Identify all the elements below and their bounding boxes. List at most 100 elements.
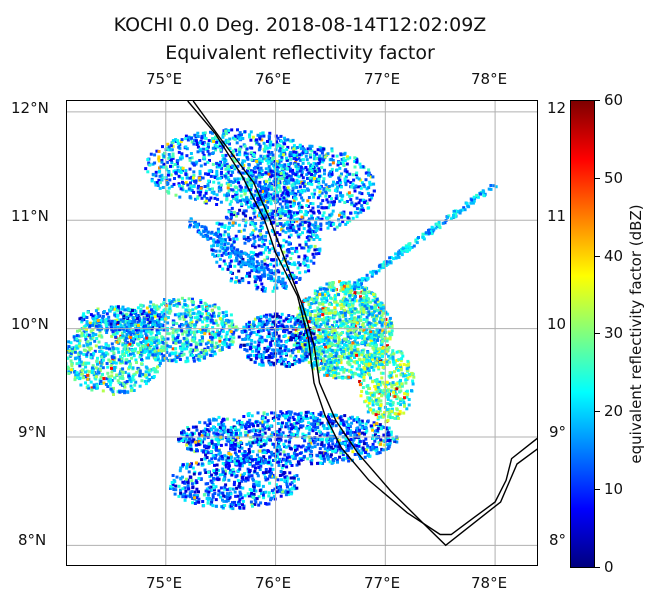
reflectivity-cell: [204, 309, 208, 313]
reflectivity-cell: [287, 181, 291, 185]
reflectivity-cell: [117, 358, 121, 362]
reflectivity-cell: [74, 356, 78, 360]
reflectivity-cell: [344, 168, 348, 172]
reflectivity-cell: [199, 299, 203, 302]
reflectivity-cell: [94, 366, 98, 370]
reflectivity-cell: [210, 457, 214, 461]
reflectivity-cell: [353, 189, 357, 193]
reflectivity-cell: [183, 338, 187, 342]
reflectivity-cell: [188, 314, 192, 318]
reflectivity-cell: [221, 473, 225, 476]
reflectivity-cell: [270, 187, 274, 191]
reflectivity-cell: [277, 244, 281, 247]
reflectivity-cell: [231, 194, 235, 198]
reflectivity-cell: [309, 153, 313, 157]
reflectivity-cell: [230, 319, 234, 323]
reflectivity-cell: [277, 489, 281, 493]
reflectivity-cell: [223, 157, 227, 161]
reflectivity-cell: [264, 182, 267, 186]
reflectivity-cell: [349, 430, 353, 434]
reflectivity-cell: [288, 223, 292, 227]
reflectivity-cell: [270, 258, 274, 262]
reflectivity-cell: [184, 181, 188, 185]
reflectivity-cell: [198, 172, 202, 176]
reflectivity-cell: [145, 329, 149, 333]
reflectivity-cell: [355, 427, 359, 431]
reflectivity-cell: [366, 191, 370, 195]
reflectivity-cell: [194, 162, 198, 166]
reflectivity-cell: [85, 369, 89, 373]
reflectivity-cell: [183, 481, 187, 485]
reflectivity-cell: [310, 445, 314, 449]
reflectivity-cell: [328, 174, 332, 178]
reflectivity-cell: [247, 494, 251, 498]
reflectivity-cell: [322, 177, 326, 181]
reflectivity-cell: [222, 422, 226, 426]
reflectivity-cell: [256, 133, 260, 137]
reflectivity-cell: [237, 181, 241, 185]
reflectivity-cell: [303, 439, 307, 443]
reflectivity-cell: [389, 433, 393, 437]
reflectivity-cell: [277, 177, 281, 181]
reflectivity-cell: [287, 229, 291, 233]
reflectivity-cell: [270, 496, 274, 500]
reflectivity-cell: [291, 225, 295, 229]
reflectivity-cell: [209, 169, 213, 173]
reflectivity-cell: [307, 224, 311, 228]
reflectivity-cell: [137, 314, 141, 317]
reflectivity-cell: [266, 263, 270, 267]
reflectivity-cell: [167, 332, 171, 336]
reflectivity-cell: [269, 169, 273, 173]
reflectivity-cell: [367, 171, 371, 175]
reflectivity-cell: [178, 324, 182, 328]
reflectivity-cell: [239, 457, 243, 461]
reflectivity-cell: [223, 475, 227, 478]
reflectivity-cell: [340, 172, 343, 176]
reflectivity-cell: [325, 221, 329, 225]
reflectivity-cell: [237, 502, 241, 506]
reflectivity-cell: [189, 315, 193, 319]
reflectivity-cell: [260, 236, 264, 240]
reflectivity-cell: [314, 180, 318, 183]
reflectivity-cell: [227, 496, 231, 500]
reflectivity-cell: [84, 370, 87, 374]
reflectivity-cell: [253, 180, 257, 184]
reflectivity-cell: [260, 175, 264, 179]
reflectivity-cell: [296, 431, 300, 435]
reflectivity-cell: [122, 325, 126, 329]
reflectivity-cell: [357, 444, 361, 448]
reflectivity-cell: [364, 425, 368, 429]
reflectivity-cell: [94, 333, 98, 337]
reflectivity-cell: [225, 132, 229, 136]
radar-map[interactable]: [66, 100, 538, 566]
reflectivity-cell: [275, 286, 279, 290]
reflectivity-cell: [234, 462, 238, 466]
reflectivity-cell: [217, 333, 221, 337]
reflectivity-cell: [279, 244, 283, 248]
reflectivity-cell: [238, 147, 242, 151]
reflectivity-cell: [313, 169, 317, 173]
reflectivity-cell: [262, 461, 266, 465]
reflectivity-cell: [284, 416, 288, 420]
reflectivity-cell: [86, 345, 90, 349]
reflectivity-cell: [313, 188, 317, 192]
reflectivity-cell: [122, 382, 126, 386]
reflectivity-cell: [331, 447, 335, 451]
reflectivity-cell: [373, 429, 377, 433]
reflectivity-cell: [72, 335, 76, 339]
reflectivity-cell: [213, 345, 217, 349]
reflectivity-cell: [277, 438, 281, 442]
reflectivity-cell: [334, 196, 338, 200]
reflectivity-cell: [183, 486, 187, 490]
reflectivity-cell: [167, 153, 171, 156]
reflectivity-cell: [240, 161, 244, 165]
reflectivity-cell: [327, 437, 331, 441]
reflectivity-cell: [288, 416, 292, 420]
reflectivity-cell: [145, 376, 149, 380]
reflectivity-cell: [298, 263, 302, 267]
reflectivity-cell: [108, 347, 111, 351]
reflectivity-cell: [179, 466, 183, 470]
reflectivity-cell: [280, 411, 284, 415]
reflectivity-cell: [227, 221, 231, 225]
reflectivity-cell: [77, 352, 81, 356]
